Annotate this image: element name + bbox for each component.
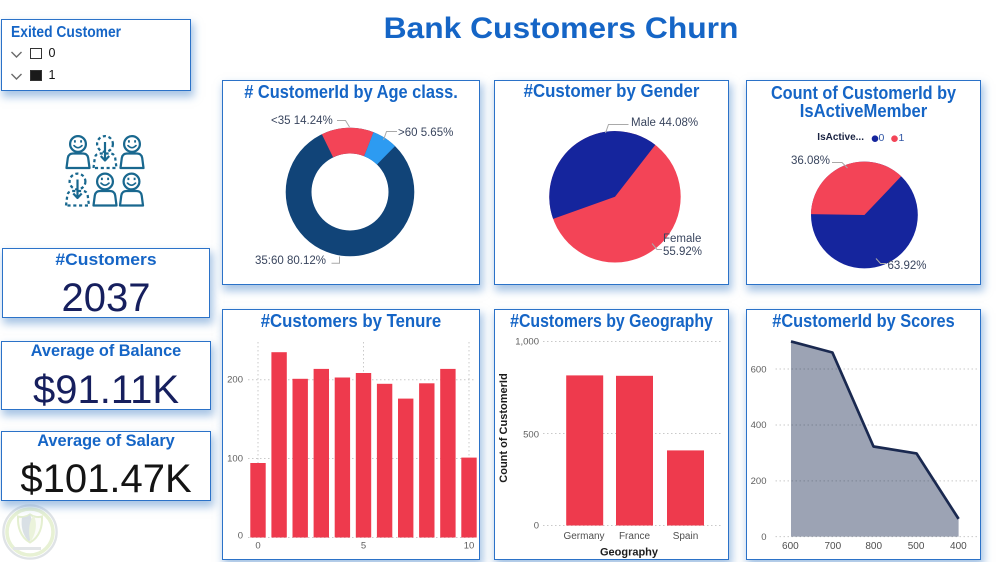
svg-text:100: 100 — [227, 454, 243, 465]
svg-text:600: 600 — [751, 364, 767, 375]
svg-text:0: 0 — [534, 520, 539, 531]
svg-text:France: France — [619, 531, 651, 542]
svg-text:0: 0 — [761, 532, 766, 543]
svg-text:0: 0 — [255, 541, 260, 552]
svg-text:Germany: Germany — [563, 531, 604, 542]
svg-text:400: 400 — [950, 541, 967, 552]
svg-text:500: 500 — [908, 541, 925, 552]
svg-text:800: 800 — [865, 541, 882, 552]
svg-text:10: 10 — [464, 541, 475, 552]
svg-text:400: 400 — [751, 420, 767, 431]
svg-text:5: 5 — [361, 541, 366, 552]
svg-text:1,000: 1,000 — [515, 337, 539, 348]
svg-text:Spain: Spain — [673, 531, 699, 542]
svg-text:Count of CustomerId: Count of CustomerId — [498, 373, 510, 482]
svg-text:200: 200 — [751, 476, 767, 487]
svg-text:200: 200 — [227, 375, 243, 386]
svg-text:Geography: Geography — [600, 547, 659, 559]
svg-text:600: 600 — [782, 541, 799, 552]
svg-text:500: 500 — [523, 429, 539, 440]
svg-text:700: 700 — [824, 541, 841, 552]
svg-text:0: 0 — [238, 531, 243, 542]
